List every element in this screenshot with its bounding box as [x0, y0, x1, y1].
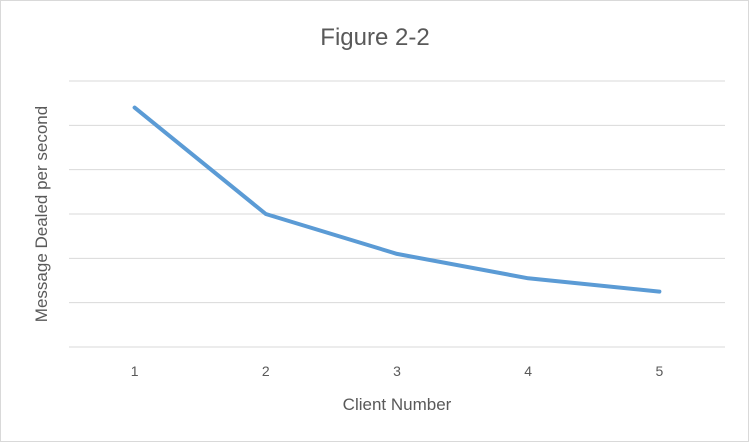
x-tick-label: 5	[656, 363, 664, 379]
x-axis-label: Client Number	[343, 395, 452, 414]
chart-title: Figure 2-2	[320, 24, 429, 51]
series-lines	[132, 105, 662, 294]
series-line-0	[132, 105, 662, 294]
y-gridlines	[69, 80, 725, 348]
x-tick-labels: 1 2 3 4 5	[131, 363, 664, 379]
x-tick-label: 1	[131, 363, 139, 379]
x-tick-label: 4	[524, 363, 532, 379]
x-tick-label: 3	[393, 363, 401, 379]
x-tick-label: 2	[262, 363, 270, 379]
y-axis-label: Message Dealed per second	[32, 106, 51, 322]
